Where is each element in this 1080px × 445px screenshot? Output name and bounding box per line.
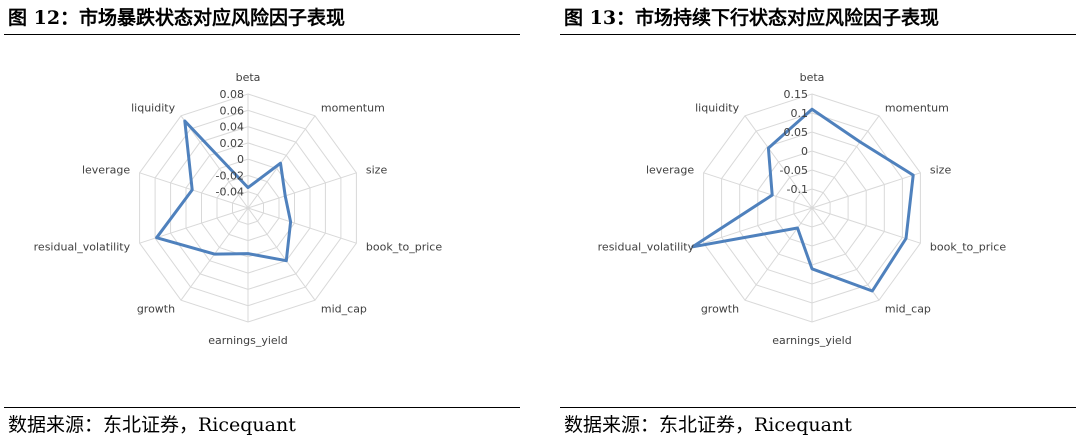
category-label: size	[366, 164, 388, 177]
radial-tick-label: 0.02	[220, 137, 245, 150]
category-label: momentum	[321, 102, 385, 115]
radial-tick-label: -0.1	[787, 183, 808, 196]
category-label: mid_cap	[885, 302, 931, 315]
grid-spoke	[703, 207, 813, 244]
radial-tick-label: 0.15	[784, 88, 809, 101]
figure-panel-right: 图 13：市场持续下行状态对应风险因子表现 -0.1 -0.05 0 0.05 0.1 0…	[560, 0, 1080, 445]
series-line	[691, 107, 915, 293]
radial-tick-label: -0.04	[216, 186, 244, 199]
figure-title: 图 12：市场暴跌状态对应风险因子表现	[8, 7, 346, 29]
series-line	[155, 119, 293, 263]
grid-spoke	[247, 115, 316, 209]
radial-tick-label: 0.04	[220, 121, 245, 134]
radar-grid	[139, 93, 357, 323]
grid-spoke	[811, 207, 921, 244]
grid-spoke	[139, 172, 249, 209]
category-label: beta	[800, 71, 825, 84]
grid-spoke	[744, 207, 813, 301]
grid-spoke	[811, 115, 880, 209]
grid-spoke	[180, 115, 249, 209]
radar-chart-right: -0.1 -0.05 0 0.05 0.1 0.15 beta momentum size boo…	[598, 71, 1007, 347]
figure-title: 图 13：市场持续下行状态对应风险因子表现	[564, 7, 940, 29]
category-label: book_to_price	[930, 240, 1006, 253]
grid-spoke	[247, 207, 316, 301]
radar-chart-left: -0.04 -0.02 0 0.02 0.04 0.06 0.08 beta momentum s…	[34, 71, 443, 347]
category-label: growth	[701, 302, 739, 315]
radial-tick-label: 0.1	[791, 107, 809, 120]
category-label: leverage	[646, 164, 694, 177]
category-label: earnings_yield	[772, 334, 851, 347]
source-rule	[560, 407, 1076, 408]
category-label: growth	[137, 302, 175, 315]
radial-tick-label: 0.05	[784, 126, 809, 139]
radial-tick-label: 0.08	[220, 88, 245, 101]
category-label: residual_volatility	[34, 240, 131, 253]
category-label: leverage	[82, 164, 130, 177]
category-label: beta	[236, 71, 261, 84]
radial-tick-label: 0.06	[220, 104, 245, 117]
title-rule	[4, 34, 520, 35]
grid-spoke	[744, 115, 813, 209]
category-label: size	[930, 164, 952, 177]
category-label: momentum	[885, 102, 949, 115]
category-label: mid_cap	[321, 302, 367, 315]
grid-spoke	[703, 172, 813, 209]
category-label: book_to_price	[366, 240, 442, 253]
radar-grid	[703, 93, 921, 323]
radial-tick-label: 0	[801, 145, 808, 158]
grid-spoke	[247, 207, 357, 244]
category-label: liquidity	[131, 102, 175, 115]
figure-source: 数据来源：东北证券，Ricequant	[564, 414, 852, 436]
category-label: liquidity	[695, 102, 739, 115]
category-label: residual_volatility	[598, 240, 695, 253]
title-rule	[560, 34, 1076, 35]
category-label: earnings_yield	[208, 334, 287, 347]
figure-panel-left: 图 12：市场暴跌状态对应风险因子表现 -0.04 -0.02 0 0.02 0.04 0…	[4, 0, 524, 445]
radial-tick-label: 0	[237, 153, 244, 166]
grid-spoke	[247, 172, 357, 209]
grid-spoke	[811, 172, 921, 209]
grid-spoke	[811, 207, 880, 301]
source-rule	[4, 407, 520, 408]
radial-tick-label: -0.02	[216, 169, 244, 182]
figure-source: 数据来源：东北证券，Ricequant	[8, 414, 296, 436]
radial-tick-label: -0.05	[780, 164, 808, 177]
